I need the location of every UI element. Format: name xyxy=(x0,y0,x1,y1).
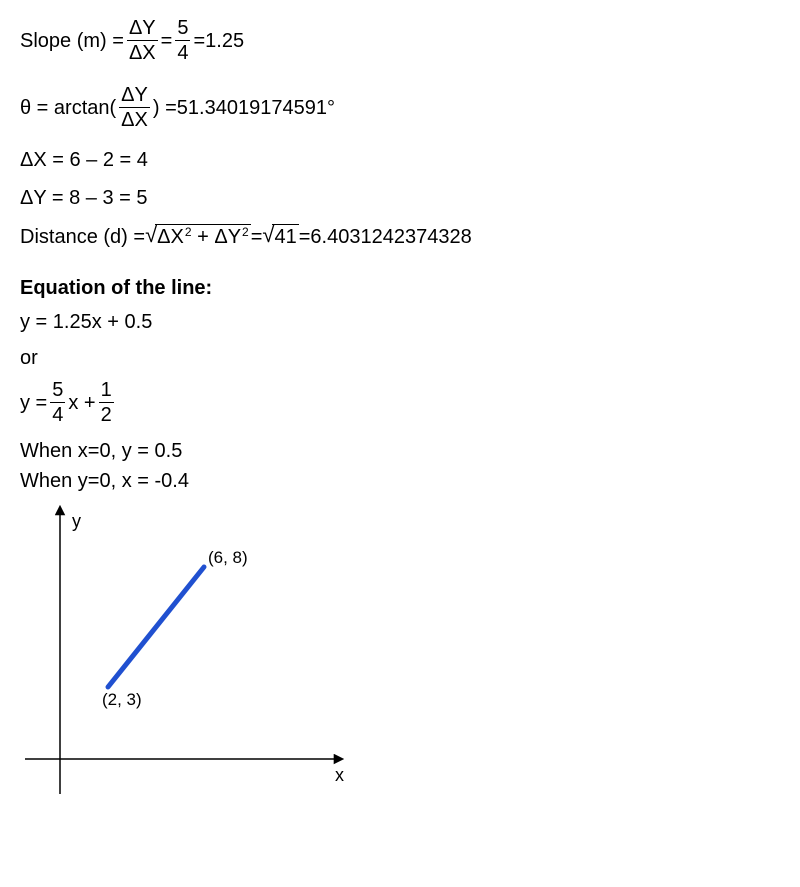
svg-text:(6, 8): (6, 8) xyxy=(208,548,248,567)
delta-y-line: ΔY = 8 – 3 = 5 xyxy=(20,186,780,210)
slope-line: Slope (m) = ΔY ΔX = 5 4 = 1.25 xyxy=(20,18,780,63)
svg-text:(2, 3): (2, 3) xyxy=(102,690,142,709)
slope-value: 1.25 xyxy=(205,29,244,53)
sqrt-1: √ ΔX2 + ΔY2 xyxy=(145,224,251,249)
slope-frac-5-4: 5 4 xyxy=(175,18,190,63)
equals-2: = xyxy=(193,29,205,53)
or-text: or xyxy=(20,346,780,370)
svg-text:x: x xyxy=(335,765,344,785)
theta-suffix: ) = xyxy=(153,96,177,120)
slope-label: Slope (m) = xyxy=(20,29,124,53)
theta-value: 51.34019174591° xyxy=(177,96,335,120)
equals-1: = xyxy=(161,29,173,53)
equation-decimal: y = 1.25x + 0.5 xyxy=(20,310,780,334)
distance-line: Distance (d) = √ ΔX2 + ΔY2 = √ 41 = 6.40… xyxy=(20,224,780,249)
frac-5-4: 5 4 xyxy=(50,380,65,425)
delta-y-text: ΔY = 8 – 3 = 5 xyxy=(20,186,148,210)
slope-frac-dy-dx: ΔY ΔX xyxy=(127,18,158,63)
delta-x-line: ΔX = 6 – 2 = 4 xyxy=(20,148,780,172)
delta-x-text: ΔX = 6 – 2 = 4 xyxy=(20,148,148,172)
intercept-y0: When y=0, x = -0.4 xyxy=(20,469,780,493)
frac-1-2: 1 2 xyxy=(99,380,114,425)
svg-text:y: y xyxy=(72,511,81,531)
distance-prefix: Distance (d) = xyxy=(20,225,145,249)
theta-frac: ΔY ΔX xyxy=(119,85,150,130)
distance-eq: = xyxy=(299,225,311,249)
theta-prefix: θ = arctan( xyxy=(20,96,116,120)
sqrt-2: √ 41 xyxy=(262,224,298,249)
line-graph: x y (2, 3) (6, 8) xyxy=(20,499,360,799)
intercept-x0: When x=0, y = 0.5 xyxy=(20,439,780,463)
equation-heading: Equation of the line: xyxy=(20,277,780,300)
equation-fraction: y = 5 4 x + 1 2 xyxy=(20,380,780,425)
distance-mid: = xyxy=(251,225,263,249)
distance-value: 6.4031242374328 xyxy=(310,225,471,249)
theta-line: θ = arctan( ΔY ΔX ) = 51.34019174591° xyxy=(20,85,780,130)
